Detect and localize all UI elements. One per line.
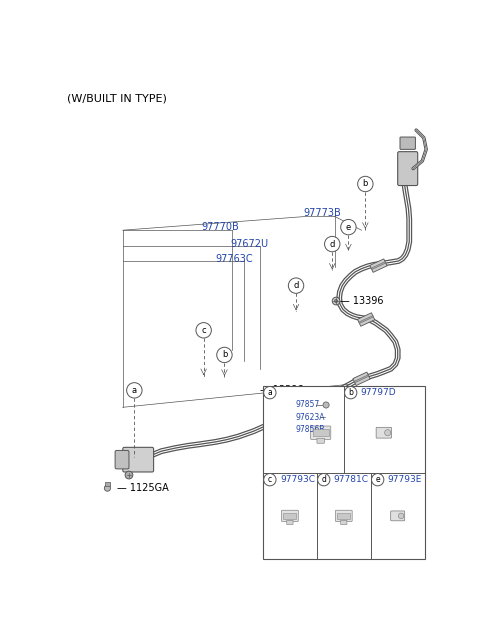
FancyBboxPatch shape	[105, 483, 110, 486]
FancyBboxPatch shape	[376, 427, 392, 438]
Text: (W/BUILT IN TYPE): (W/BUILT IN TYPE)	[67, 93, 167, 103]
FancyBboxPatch shape	[337, 513, 350, 519]
FancyBboxPatch shape	[281, 511, 298, 521]
FancyBboxPatch shape	[400, 137, 415, 149]
Text: — 13396: — 13396	[340, 296, 384, 306]
Text: a: a	[132, 386, 137, 395]
Text: d: d	[330, 239, 335, 248]
Circle shape	[358, 177, 373, 192]
Text: b: b	[363, 180, 368, 189]
Circle shape	[335, 300, 337, 303]
Polygon shape	[354, 375, 369, 383]
Text: 97623A: 97623A	[295, 413, 325, 422]
Circle shape	[196, 323, 211, 338]
FancyBboxPatch shape	[263, 385, 425, 559]
Text: 97793C: 97793C	[280, 475, 315, 484]
Text: e: e	[346, 223, 351, 232]
Circle shape	[264, 387, 276, 399]
FancyBboxPatch shape	[398, 152, 418, 185]
FancyBboxPatch shape	[391, 511, 405, 521]
Circle shape	[323, 402, 329, 408]
Circle shape	[314, 389, 317, 392]
Circle shape	[104, 485, 110, 491]
FancyBboxPatch shape	[283, 513, 296, 519]
Circle shape	[264, 474, 276, 486]
Circle shape	[127, 383, 142, 398]
Text: 97773B: 97773B	[304, 208, 341, 218]
Circle shape	[372, 474, 384, 486]
Circle shape	[341, 220, 356, 235]
Text: — 13396: — 13396	[260, 385, 303, 396]
FancyBboxPatch shape	[336, 511, 352, 521]
Polygon shape	[370, 259, 387, 272]
Circle shape	[125, 471, 133, 479]
Text: a: a	[267, 388, 272, 397]
FancyBboxPatch shape	[123, 447, 154, 472]
FancyBboxPatch shape	[311, 426, 331, 439]
Polygon shape	[371, 262, 386, 270]
FancyBboxPatch shape	[341, 520, 347, 525]
Text: d: d	[321, 475, 326, 484]
Text: b: b	[348, 388, 353, 397]
FancyBboxPatch shape	[312, 429, 329, 436]
Text: 97672U: 97672U	[230, 239, 269, 249]
Circle shape	[318, 474, 330, 486]
Circle shape	[345, 387, 357, 399]
Polygon shape	[353, 372, 370, 385]
Text: 97856B: 97856B	[295, 425, 324, 434]
Circle shape	[288, 278, 304, 293]
FancyBboxPatch shape	[115, 450, 129, 469]
Polygon shape	[358, 313, 375, 326]
Circle shape	[312, 387, 319, 394]
FancyBboxPatch shape	[317, 438, 324, 443]
Text: 97781C: 97781C	[334, 475, 369, 484]
Text: c: c	[201, 326, 206, 335]
Circle shape	[398, 513, 404, 519]
Circle shape	[332, 297, 340, 305]
Circle shape	[324, 236, 340, 251]
FancyBboxPatch shape	[287, 520, 293, 525]
Polygon shape	[359, 316, 373, 323]
Text: 97797D: 97797D	[361, 388, 396, 397]
Text: e: e	[375, 475, 380, 484]
Text: 97793E: 97793E	[388, 475, 422, 484]
Text: 97763C: 97763C	[215, 255, 253, 264]
Text: 97770B: 97770B	[201, 222, 239, 232]
Text: — 1125GA: — 1125GA	[117, 483, 168, 493]
Text: d: d	[293, 281, 299, 290]
Text: 97857: 97857	[295, 401, 320, 410]
Circle shape	[384, 430, 391, 436]
Text: b: b	[222, 351, 227, 359]
Text: c: c	[268, 475, 272, 484]
Circle shape	[217, 347, 232, 363]
